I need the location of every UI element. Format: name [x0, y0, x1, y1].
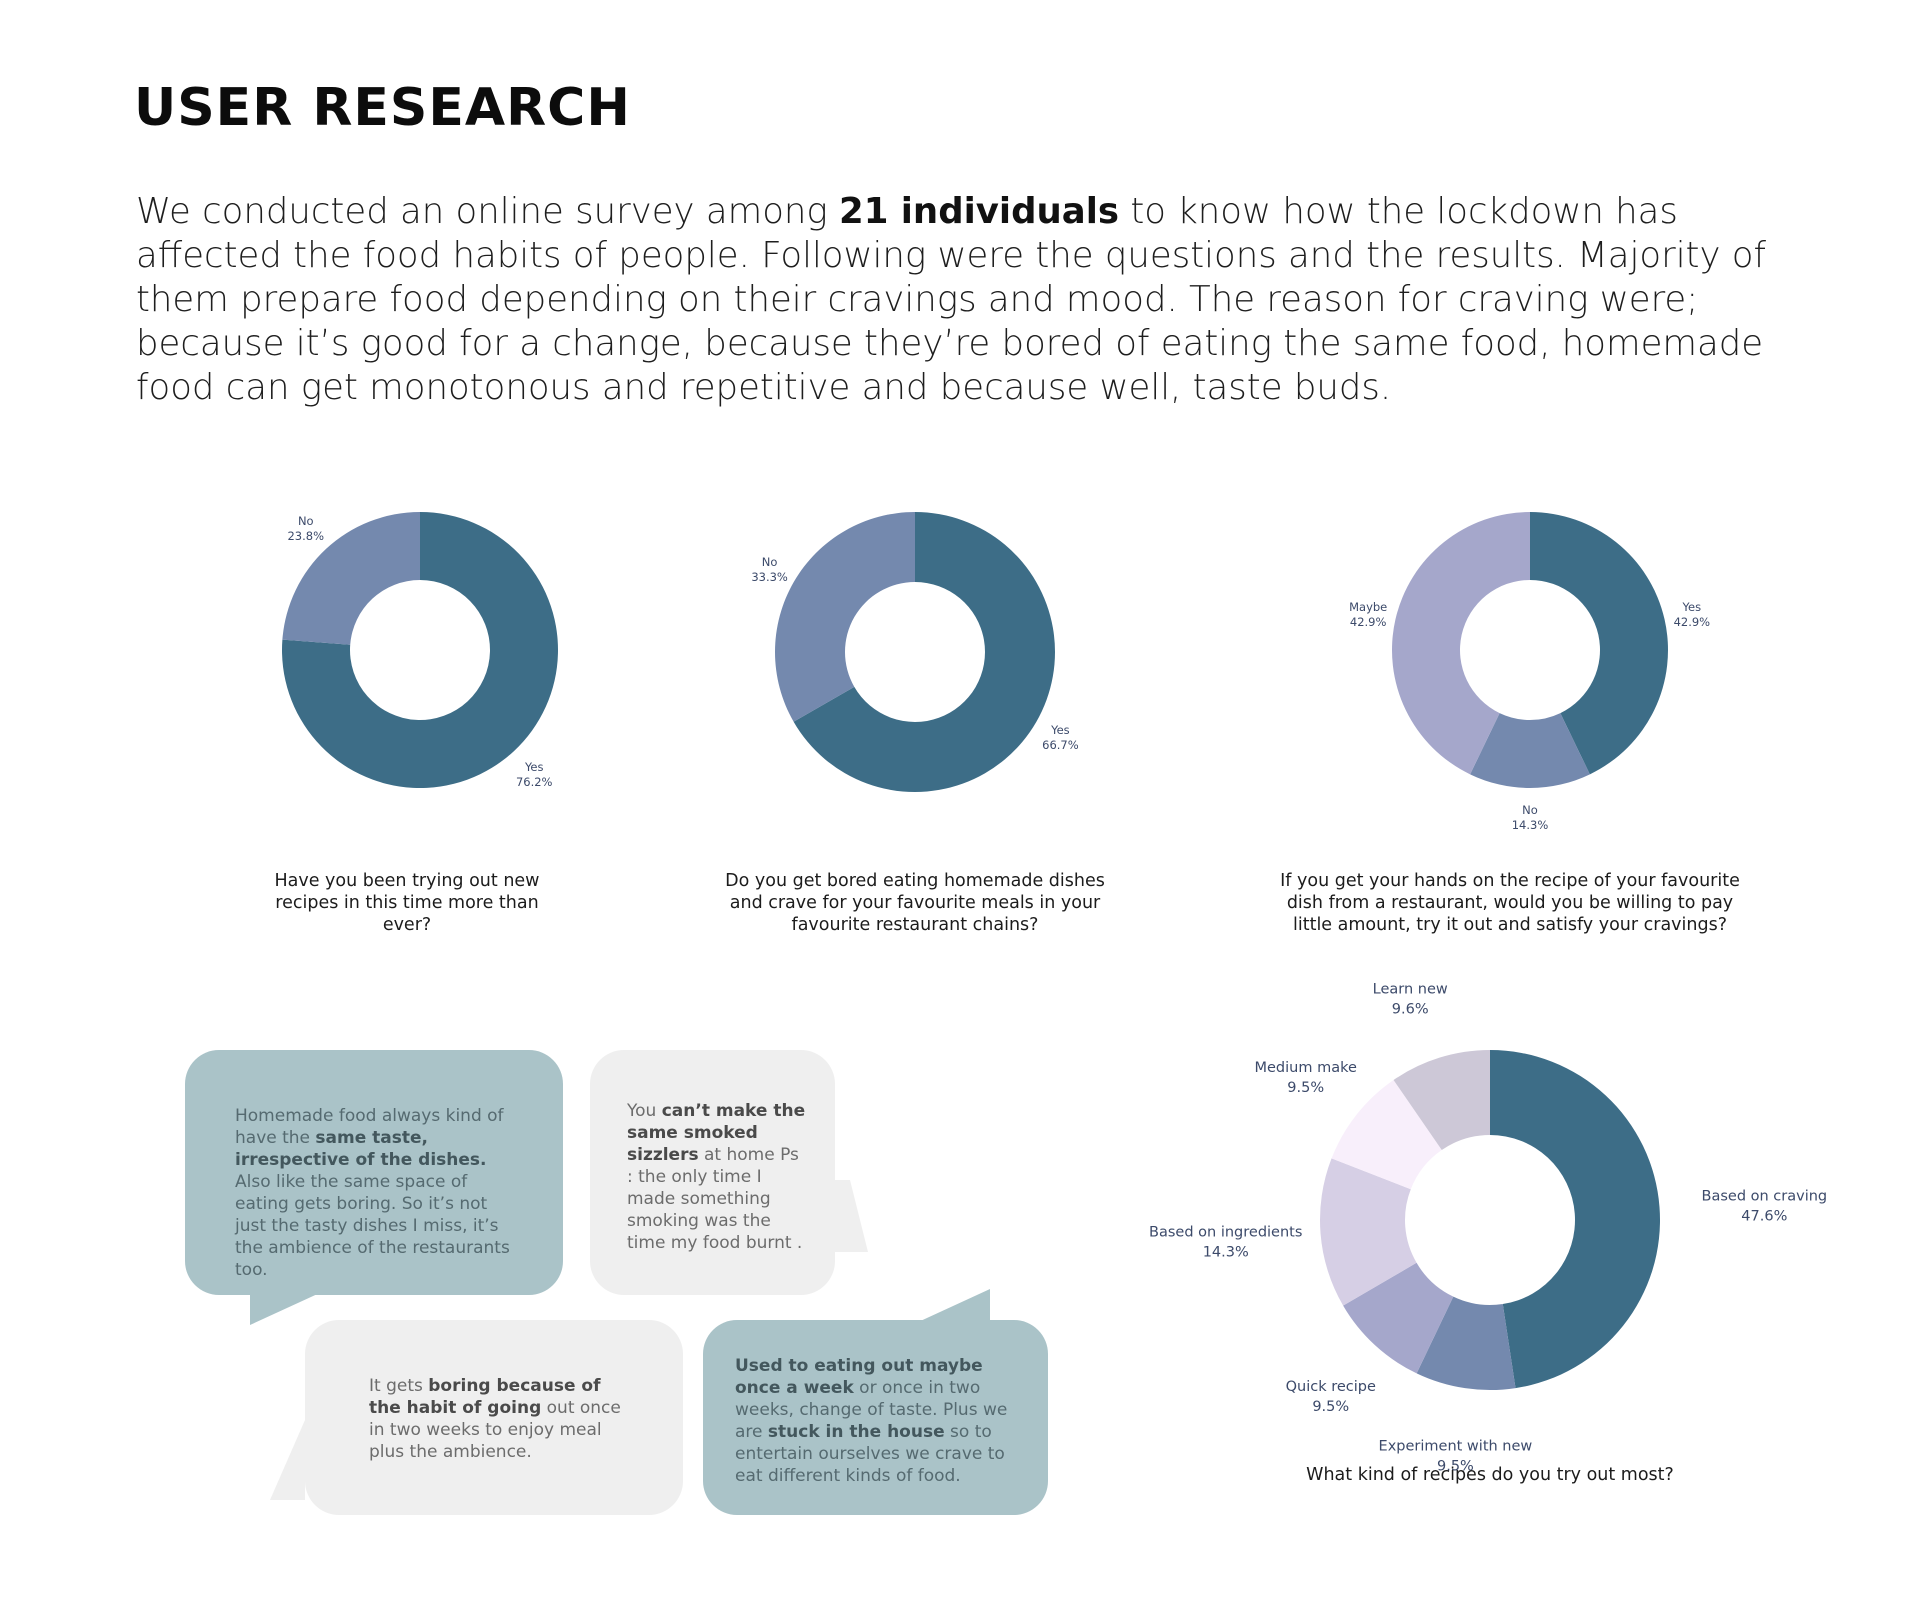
intro-paragraph: We conducted an online survey among 21 i…	[136, 190, 1796, 410]
slice-label-no: No	[298, 514, 314, 528]
slice-learn-new	[1393, 1050, 1490, 1150]
slice-value-maybe: 42.9%	[1350, 615, 1387, 629]
slice-label-no: No	[1522, 803, 1538, 817]
quote-text: so to entertain ourselves we crave to ea…	[735, 1422, 1005, 1486]
slice-value-yes: 66.7%	[1042, 738, 1079, 752]
donut-chart-recipe-kinds: Based on craving 47.6% Experiment with new…	[1149, 982, 1827, 1475]
quote-emphasis: Used to eating out maybe once a week	[735, 1356, 983, 1398]
bubble-tail-q3	[270, 1420, 305, 1500]
quote-emphasis: boring because of the habit of going	[369, 1376, 601, 1418]
slice-label-no: No	[762, 555, 778, 569]
slice-label-yes: Yes	[1050, 723, 1070, 737]
quote-emphasis: same taste, irrespective of the dishes.	[235, 1128, 487, 1170]
slice-value-quick-recipe: 9.5%	[1312, 1399, 1349, 1415]
question-bored-homemade: Do you get bored eating homemade dishes …	[725, 871, 1105, 935]
intro-text-rest: to know how the lockdown has affected th…	[136, 191, 1766, 408]
question-recipe-kinds: What kind of recipes do you try out most…	[1306, 1465, 1674, 1485]
slice-value-based-on-ingredients: 14.3%	[1203, 1244, 1249, 1260]
slice-quick-recipe	[1343, 1262, 1454, 1374]
intro-highlight: 21 individuals	[839, 191, 1120, 232]
slice-label-medium-make: Medium make	[1254, 1060, 1356, 1076]
slice-medium-make	[1331, 1079, 1442, 1190]
slice-experiment-with-new	[1416, 1296, 1516, 1390]
slice-no	[1470, 713, 1590, 788]
slice-label-yes: Yes	[524, 760, 544, 774]
quote-text: at home Ps : the only time I made someth…	[627, 1145, 803, 1253]
slice-value-learn-new: 9.6%	[1392, 1002, 1429, 1018]
quote-bubble-eating-out: Used to eating out maybe once a week or …	[703, 1320, 1048, 1515]
slice-value-based-on-craving: 47.6%	[1741, 1208, 1787, 1224]
slice-no	[282, 512, 420, 645]
slice-value-medium-make: 9.5%	[1287, 1080, 1324, 1096]
slice-yes	[1530, 512, 1668, 775]
quote-text: Also like the same space of eating gets …	[235, 1172, 510, 1280]
quote-bubble-boring-habit: It gets boring because of the habit of g…	[305, 1320, 683, 1515]
quote-text: Homemade food always kind of have the	[235, 1106, 504, 1148]
slice-yes	[793, 512, 1055, 792]
slice-based-on-ingredients	[1320, 1158, 1417, 1306]
quote-text: out once in two weeks to enjoy meal plus…	[369, 1398, 621, 1462]
slice-value-no: 33.3%	[751, 570, 788, 584]
quote-text: or once in two weeks, change of taste. P…	[735, 1378, 1008, 1442]
slice-based-on-craving	[1490, 1050, 1661, 1389]
page-title: USER RESEARCH	[134, 78, 631, 138]
quote-bubble-same-taste: Homemade food always kind of have the sa…	[185, 1050, 563, 1295]
quote-emphasis: can’t make the same smoked sizzlers	[627, 1101, 806, 1165]
slice-label-quick-recipe: Quick recipe	[1286, 1379, 1376, 1395]
slice-value-yes: 76.2%	[516, 775, 553, 789]
slice-label-based-on-ingredients: Based on ingredients	[1149, 1224, 1302, 1240]
question-new-recipes: Have you been trying out new recipes in …	[274, 871, 540, 935]
slice-value-yes: 42.9%	[1674, 615, 1711, 629]
slice-yes	[282, 512, 558, 788]
quote-text: You	[627, 1101, 662, 1121]
slice-maybe	[1392, 512, 1530, 775]
slice-label-based-on-craving: Based on craving	[1702, 1188, 1828, 1204]
quote-bubble-smoked-sizzlers: You can’t make the same smoked sizzlers …	[590, 1050, 835, 1295]
slice-label-maybe: Maybe	[1349, 600, 1387, 614]
slice-value-no: 14.3%	[1512, 818, 1549, 832]
slice-value-no: 23.8%	[287, 529, 324, 543]
intro-text-start: We conducted an online survey among	[136, 191, 839, 232]
quote-text: It gets	[369, 1376, 429, 1396]
slice-no	[775, 512, 915, 722]
slice-value-experiment-with-new: 9.5%	[1437, 1458, 1474, 1474]
question-pay-for-recipe: If you get your hands on the recipe of y…	[1280, 871, 1740, 935]
slice-label-yes: Yes	[1682, 600, 1702, 614]
quote-emphasis: stuck in the house	[767, 1422, 945, 1442]
slice-label-experiment-with-new: Experiment with new	[1379, 1438, 1533, 1454]
slice-label-learn-new: Learn new	[1373, 982, 1448, 998]
